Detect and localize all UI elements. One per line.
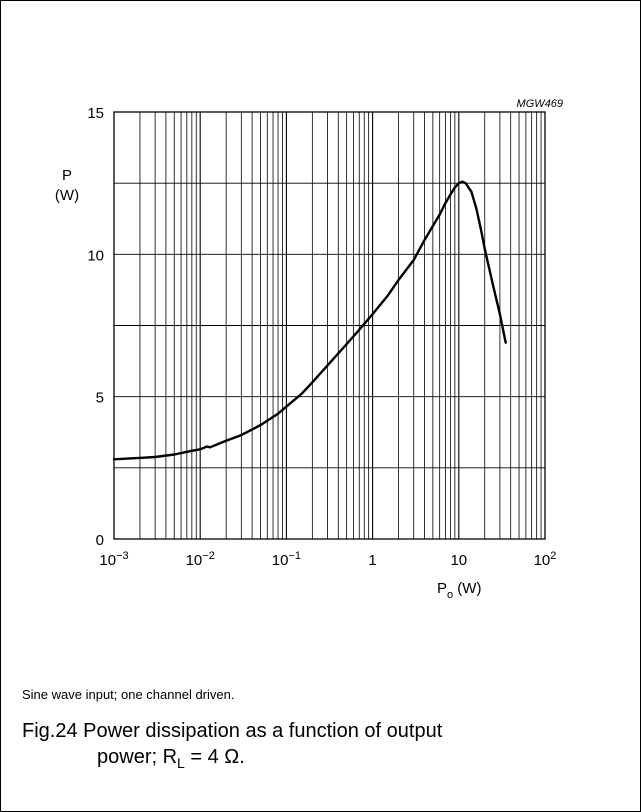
caption-line-2: power; RL = 4 Ω. xyxy=(22,744,442,776)
figure-code: MGW469 xyxy=(517,98,563,110)
x-axis-label-sub: o xyxy=(447,589,453,601)
caption-line-2-end: = 4 Ω. xyxy=(184,746,245,768)
x-tick-exponent: −1 xyxy=(288,550,301,562)
caption-subscript: L xyxy=(177,755,185,771)
x-tick-label: 1 xyxy=(368,552,376,569)
figure-caption: Fig.24 Power dissipation as a function o… xyxy=(22,718,442,776)
x-tick-label: 10−1 xyxy=(272,550,301,569)
series-line xyxy=(112,180,507,461)
caption-line-2-text: power; R xyxy=(97,746,178,768)
y-axis-unit: (W) xyxy=(55,187,79,204)
y-tick-label: 10 xyxy=(87,247,104,264)
y-tick-labels: 0 5 10 15 xyxy=(87,105,104,549)
x-axis-label: Po (W) xyxy=(437,580,481,601)
x-tick-base: 1 xyxy=(368,552,376,569)
y-tick-label: 15 xyxy=(87,105,104,122)
x-tick-exponent: −3 xyxy=(116,550,129,562)
x-tick-base: 10 xyxy=(450,552,467,569)
x-tick-base: 10 xyxy=(186,552,203,569)
caption-line-1: Fig.24 Power dissipation as a function o… xyxy=(22,720,443,742)
figure-note: Sine wave input; one channel driven. xyxy=(22,687,235,702)
plot-border xyxy=(113,111,546,540)
y-tick-label: 0 xyxy=(96,532,104,549)
x-tick-label: 102 xyxy=(534,550,557,569)
x-tick-label: 10−2 xyxy=(186,550,215,569)
x-axis-label-unit: (W) xyxy=(453,580,481,597)
chart-grid xyxy=(114,112,545,539)
x-tick-exponent: −2 xyxy=(202,550,215,562)
x-tick-label: 10 xyxy=(450,552,467,569)
x-tick-exponent: 2 xyxy=(550,550,556,562)
x-tick-base: 10 xyxy=(99,552,116,569)
x-tick-base: 10 xyxy=(534,552,551,569)
x-tick-labels: 10−3 10−2 10−1 1 10 102 xyxy=(99,550,556,569)
x-tick-base: 10 xyxy=(272,552,289,569)
x-axis-label-main: P xyxy=(437,580,447,597)
y-tick-label: 5 xyxy=(96,390,104,407)
x-tick-label: 10−3 xyxy=(99,550,128,569)
y-axis-label: P xyxy=(62,167,72,184)
